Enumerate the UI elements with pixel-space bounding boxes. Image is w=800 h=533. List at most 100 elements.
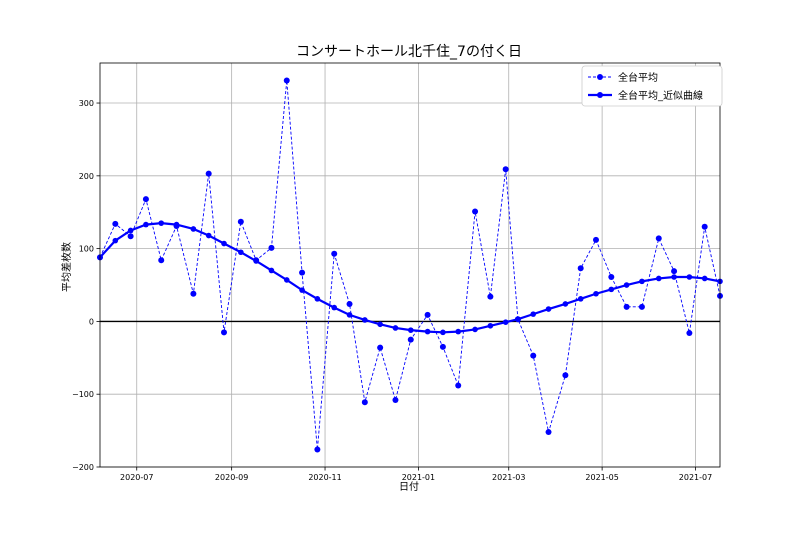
- y-tick-label: 0: [89, 317, 94, 326]
- data-point-series-1: [530, 352, 537, 359]
- data-point-series-2: [686, 274, 693, 280]
- x-tick-label: 2020-07: [120, 473, 153, 482]
- data-point-series-2: [655, 275, 662, 282]
- data-point-series-2: [205, 232, 212, 239]
- grid-lines: [100, 63, 720, 468]
- tick-labels: 2020-07 2020-09 2020-11 2021-01 2021-03 2021-…: [72, 99, 712, 482]
- data-point-series-1: [314, 446, 321, 453]
- data-point-series-1: [407, 336, 414, 343]
- data-point-series-2: [562, 301, 569, 307]
- data-point-series-2: [158, 220, 165, 226]
- data-point-series-2: [392, 325, 399, 331]
- x-tick-label: 2021-03: [492, 473, 525, 482]
- data-point-series-2: [112, 237, 119, 244]
- chart-title: コンサートホール北千住_7の付く日: [296, 44, 522, 60]
- x-tick-label: 2021-05: [585, 473, 618, 482]
- data-point-series-2: [377, 321, 383, 328]
- data-point-series-2: [190, 226, 197, 232]
- data-point-series-2: [530, 311, 537, 317]
- data-point-series-2: [424, 328, 431, 335]
- data-point-series-1: [237, 218, 244, 225]
- data-point-series-1: [608, 274, 615, 281]
- data-point-series-2: [545, 306, 552, 312]
- data-point-series-2: [440, 329, 446, 336]
- data-point-series-1: [158, 257, 165, 264]
- y-tick-label: 300: [79, 99, 94, 108]
- data-point-series-2: [671, 274, 677, 280]
- data-point-series-2: [407, 327, 414, 333]
- data-point-series-1: [142, 196, 149, 203]
- data-point-series-1: [671, 268, 678, 275]
- data-point-series-2: [253, 258, 259, 264]
- data-point-series-2: [268, 267, 275, 274]
- data-point-series-2: [173, 221, 180, 228]
- data-point-series-2: [127, 227, 134, 234]
- data-point-series-2: [639, 278, 645, 285]
- x-tick-label: 2021-01: [402, 473, 435, 482]
- data-point-series-2: [143, 221, 149, 228]
- legend-marker-series-2: [597, 92, 603, 98]
- y-tick-label: −200: [72, 463, 94, 472]
- data-point-series-2: [515, 316, 521, 323]
- x-tick-label: 2021-07: [679, 473, 712, 482]
- series-layer: [97, 77, 723, 453]
- data-point-series-1: [299, 269, 306, 276]
- data-point-series-1: [593, 236, 599, 243]
- series-line-2: [99, 222, 721, 334]
- data-point-series-1: [562, 372, 569, 379]
- y-tick-label: −100: [72, 390, 94, 399]
- x-tick-label: 2020-09: [215, 473, 248, 482]
- data-point-series-1: [439, 343, 446, 350]
- data-point-series-2: [608, 286, 615, 293]
- data-point-series-1: [127, 233, 134, 240]
- data-point-series-1: [346, 300, 353, 307]
- legend-box: [581, 65, 723, 107]
- x-tick-label: 2020-11: [308, 473, 341, 482]
- data-point-series-1: [472, 208, 479, 215]
- y-axis-label: 平均差枚数: [60, 242, 73, 292]
- data-point-series-1: [377, 344, 384, 351]
- plot-frame: [99, 62, 721, 468]
- data-point-series-1: [392, 397, 399, 404]
- data-point-series-1: [190, 290, 197, 297]
- data-point-series-2: [472, 326, 478, 333]
- data-point-series-1: [701, 223, 708, 230]
- data-point-series-1: [655, 235, 662, 242]
- data-point-series-2: [487, 322, 494, 329]
- y-tick-label: 100: [79, 245, 94, 254]
- data-point-series-2: [577, 296, 584, 302]
- data-point-series-2: [346, 312, 353, 318]
- data-point-series-2: [623, 282, 630, 288]
- data-point-series-1: [283, 77, 290, 84]
- data-point-series-1: [112, 220, 119, 227]
- data-point-series-1: [623, 303, 630, 310]
- data-point-series-1: [577, 265, 584, 272]
- data-point-series-1: [686, 330, 693, 337]
- data-point-series-2: [362, 317, 368, 323]
- data-point-series-2: [593, 290, 599, 297]
- legend-label-series-1: 全台平均: [618, 71, 658, 84]
- y-tick-label: 200: [79, 172, 94, 181]
- data-point-series-1: [545, 429, 552, 436]
- data-point-series-1: [221, 329, 227, 336]
- data-point-series-2: [455, 328, 462, 335]
- data-point-series-2: [238, 249, 244, 256]
- data-point-series-1: [331, 250, 338, 257]
- legend-label-series-2: 全台平均_近似曲線: [618, 89, 703, 102]
- data-point-series-1: [487, 293, 494, 300]
- legend-marker-series-1: [597, 74, 603, 80]
- data-point-series-2: [221, 240, 227, 247]
- data-point-series-1: [455, 382, 462, 389]
- data-point-series-2: [331, 304, 338, 311]
- data-point-series-1: [205, 170, 212, 177]
- data-point-series-2: [299, 287, 305, 293]
- data-point-series-2: [701, 275, 708, 282]
- data-point-series-1: [361, 399, 368, 406]
- legend: 全台平均 全台平均_近似曲線: [581, 65, 723, 107]
- data-point-series-2: [283, 277, 290, 283]
- data-point-series-1: [268, 244, 275, 251]
- data-point-series-1: [502, 166, 509, 173]
- data-point-series-1: [638, 303, 645, 310]
- data-point-series-2: [502, 319, 509, 325]
